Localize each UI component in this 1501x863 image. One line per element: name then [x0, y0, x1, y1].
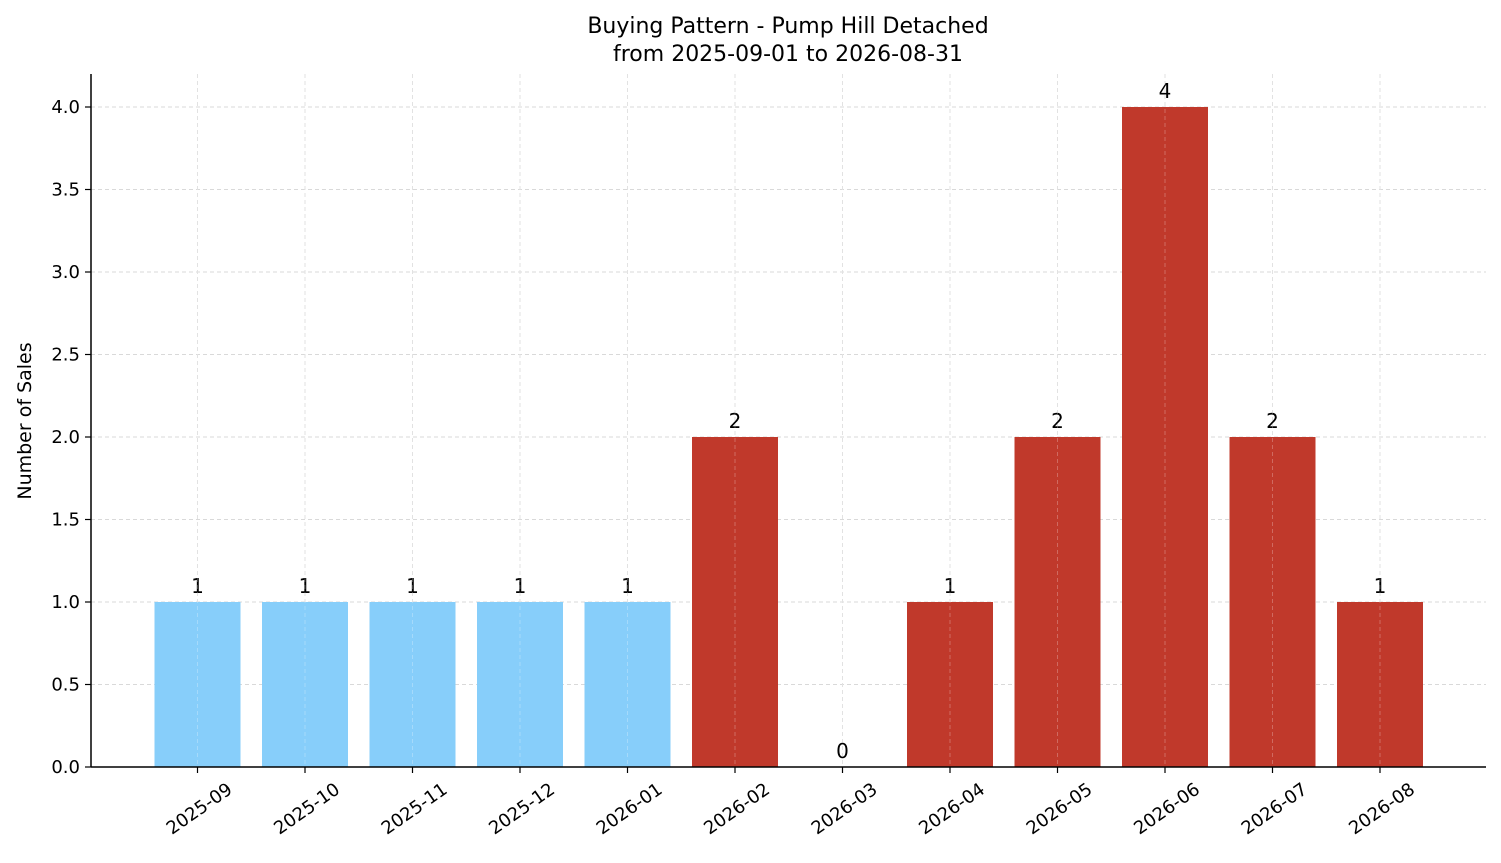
- bar-2026-05: [1014, 437, 1101, 767]
- bar-2025-11: [369, 602, 456, 767]
- x-tick-label: 2026-06: [1130, 779, 1204, 839]
- y-tick-label: 3.0: [51, 262, 80, 283]
- bar-2026-04: [907, 602, 993, 767]
- bar-2026-07: [1229, 437, 1316, 767]
- y-axis-label: Number of Sales: [14, 342, 36, 499]
- y-tick-label: 2.0: [51, 427, 80, 448]
- y-tick-label: 1.5: [51, 510, 80, 531]
- bar-2026-08: [1337, 602, 1423, 767]
- bar-2026-01: [584, 602, 671, 767]
- chart-title: Buying Pattern - Pump Hill Detached: [587, 14, 988, 39]
- data-label-2025-09: 1: [191, 574, 204, 598]
- bar-2025-12: [477, 602, 563, 767]
- data-label-2026-08: 1: [1374, 574, 1387, 598]
- x-tick-label: 2026-02: [700, 779, 774, 839]
- data-label-2026-02: 2: [729, 409, 742, 433]
- x-tick-label: 2025-10: [270, 779, 344, 839]
- x-tick-label: 2025-11: [378, 779, 452, 839]
- chart-subtitle: from 2025-09-01 to 2026-08-31: [613, 42, 963, 67]
- bar-2026-02: [692, 437, 778, 767]
- y-tick-label: 4.0: [51, 97, 80, 118]
- data-label-2026-04: 1: [944, 574, 957, 598]
- y-tick-label: 3.5: [51, 180, 80, 201]
- data-label-2025-12: 1: [514, 574, 527, 598]
- data-label-2025-10: 1: [299, 574, 312, 598]
- x-tick-label: 2025-09: [163, 779, 237, 839]
- y-tick-label: 2.5: [51, 345, 80, 366]
- bars: [154, 107, 1423, 767]
- x-tick-label: 2026-08: [1345, 779, 1419, 839]
- data-labels: 1 1 1 1 1 2 0 1 2 4 2 1: [191, 74, 1386, 767]
- bar-2025-10: [262, 602, 348, 767]
- x-tick-label: 2026-01: [593, 779, 667, 839]
- y-tick-label: 0.0: [51, 757, 80, 778]
- x-tick-label: 2026-07: [1238, 779, 1312, 839]
- x-tick-label: 2026-05: [1023, 779, 1097, 839]
- data-label-2025-11: 1: [406, 574, 419, 598]
- data-label-2026-06: 4: [1159, 79, 1172, 103]
- y-tick-label: 1.0: [51, 592, 80, 613]
- bar-2025-09: [154, 602, 241, 767]
- x-tick-label: 2026-03: [808, 779, 882, 839]
- y-tick-label: 0.5: [51, 675, 80, 696]
- bar-2026-06: [1122, 107, 1208, 767]
- data-label-2026-01: 1: [621, 574, 634, 598]
- data-label-2026-07: 2: [1266, 409, 1279, 433]
- data-label-2026-05: 2: [1051, 409, 1064, 433]
- data-label-2026-03: 0: [836, 739, 849, 763]
- x-tick-label: 2026-04: [915, 779, 989, 839]
- x-tick-label: 2025-12: [485, 779, 559, 839]
